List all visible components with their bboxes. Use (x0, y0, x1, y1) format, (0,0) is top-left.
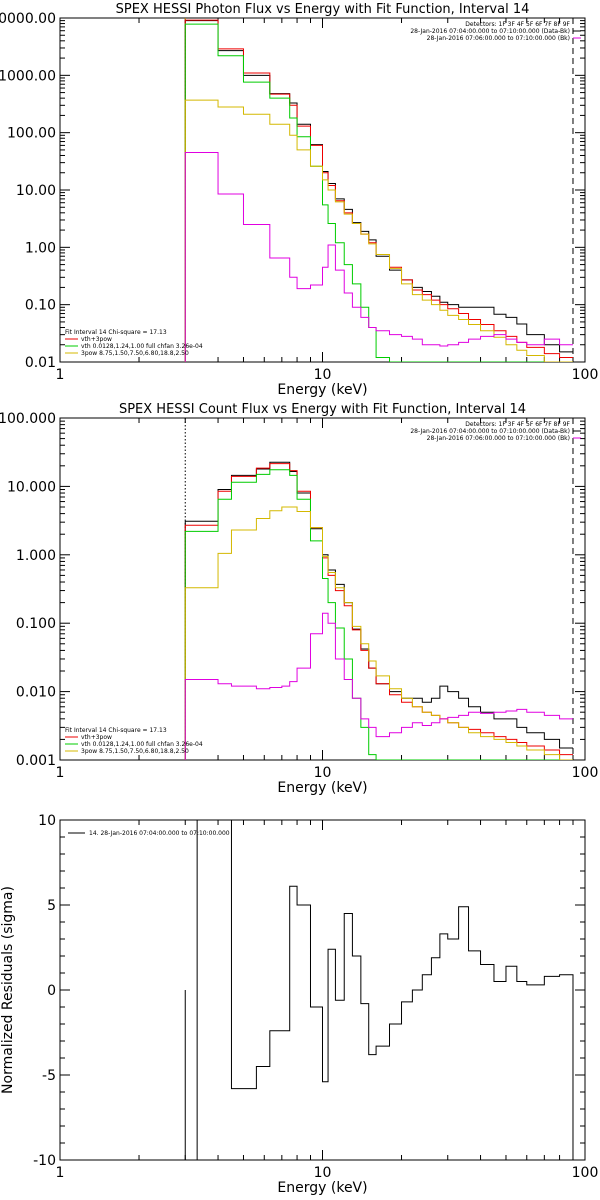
series-0-line (184, 20, 573, 362)
panel-2: SPEX HESSI Count Flux vs Energy with Fit… (0, 402, 598, 796)
x-tick-label: 10 (314, 765, 332, 781)
y-tick-label: -5 (42, 1068, 56, 1084)
x-tick-label: 100 (572, 367, 599, 383)
y-tick-label: 1000.00 (0, 68, 56, 84)
y-tick-label: 1.000 (16, 548, 56, 564)
y-tick-label: 10 (38, 813, 56, 829)
series-2-line (184, 469, 573, 760)
plot-frame (59, 819, 586, 1161)
data-layer (184, 18, 574, 362)
residual-legend-label: 14. 28-Jan-2016 07:04:00.000 to 07:10:00… (89, 830, 230, 837)
x-tick-label: 1 (56, 765, 65, 781)
info-line: Detectors: 1F 3F 4F 5F 6F 7F 8F 9F (465, 421, 570, 428)
series-3-line (184, 99, 573, 362)
chart-title: SPEX HESSI Count Flux vs Energy with Fit… (119, 402, 526, 417)
x-tick-label: 1 (56, 1165, 65, 1181)
series-0-line (184, 461, 573, 760)
legend-label: vth 0.0128,1.24,1.00 full chfan 3.26e-04 (81, 343, 203, 350)
legend-label: vth+3pow (81, 734, 112, 741)
plot-frame (59, 417, 586, 761)
y-tick-label: 10.000 (7, 479, 56, 495)
series-4-line (184, 612, 573, 760)
y-tick-label: 1.00 (25, 240, 56, 256)
series-1-line (184, 463, 573, 760)
y-tick-label: 100.00 (7, 126, 56, 142)
info-line: 28-Jan-2016 07:04:00.000 to 07:10:00.000… (410, 28, 570, 35)
y-tick-label: 0.10 (25, 298, 56, 314)
x-tick-label: 1 (56, 367, 65, 383)
data-layer (184, 418, 574, 760)
y-tick-label: 0.01 (25, 355, 56, 371)
y-axis-label: Normalized Residuals (sigma) (0, 886, 16, 1094)
legend-label: 3pow 8.75,1.50,7.50,6.80,18.8,2.50 (81, 350, 189, 357)
x-axis-label: Energy (keV) (277, 382, 367, 398)
y-tick-label: 5 (47, 898, 56, 914)
y-tick-label: -10 (33, 1153, 56, 1169)
legend-label: vth 0.0128,1.24,1.00 full chfan 3.26e-04 (81, 741, 203, 748)
y-tick-label: 0.100 (16, 616, 56, 632)
x-tick-label: 10 (314, 367, 332, 383)
y-tick-label: 100.000 (0, 411, 56, 427)
series-2-line (184, 23, 573, 362)
info-line: 28-Jan-2016 07:04:00.000 to 07:10:00.000… (410, 428, 570, 435)
info-line: 28-Jan-2016 07:06:00.000 to 07:10:00.000… (427, 435, 570, 442)
y-tick-label: 0 (47, 983, 56, 999)
x-tick-label: 100 (572, 1165, 599, 1181)
y-tick-label: 10.00 (16, 183, 56, 199)
panel-1: SPEX HESSI Photon Flux vs Energy with Fi… (0, 2, 598, 398)
y-tick-label: 10000.00 (0, 11, 56, 27)
info-line: Detectors: 1F 3F 4F 5F 6F 7F 8F 9F (465, 21, 570, 28)
x-axis-label: Energy (keV) (277, 780, 367, 796)
legend-label: 3pow 8.75,1.50,7.50,6.80,18.8,2.50 (81, 748, 189, 755)
x-axis-label: Energy (keV) (277, 1180, 367, 1196)
fit-label: Fit Interval 14 Chi-square = 17.13 (65, 329, 167, 336)
series-3-line (184, 506, 573, 760)
y-tick-label: 0.010 (16, 685, 56, 701)
y-tick-label: 0.001 (16, 753, 56, 769)
legend-label: vth+3pow (81, 336, 112, 343)
series-0-line (184, 820, 574, 1160)
info-line: 28-Jan-2016 07:06:00.000 to 07:10:00.000… (427, 35, 570, 42)
x-tick-label: 100 (572, 765, 599, 781)
chart-title: SPEX HESSI Photon Flux vs Energy with Fi… (116, 2, 530, 17)
fit-label: Fit Interval 14 Chi-square = 17.13 (65, 727, 167, 734)
x-tick-label: 10 (314, 1165, 332, 1181)
series-4-line (184, 152, 573, 362)
data-layer (184, 820, 574, 1160)
